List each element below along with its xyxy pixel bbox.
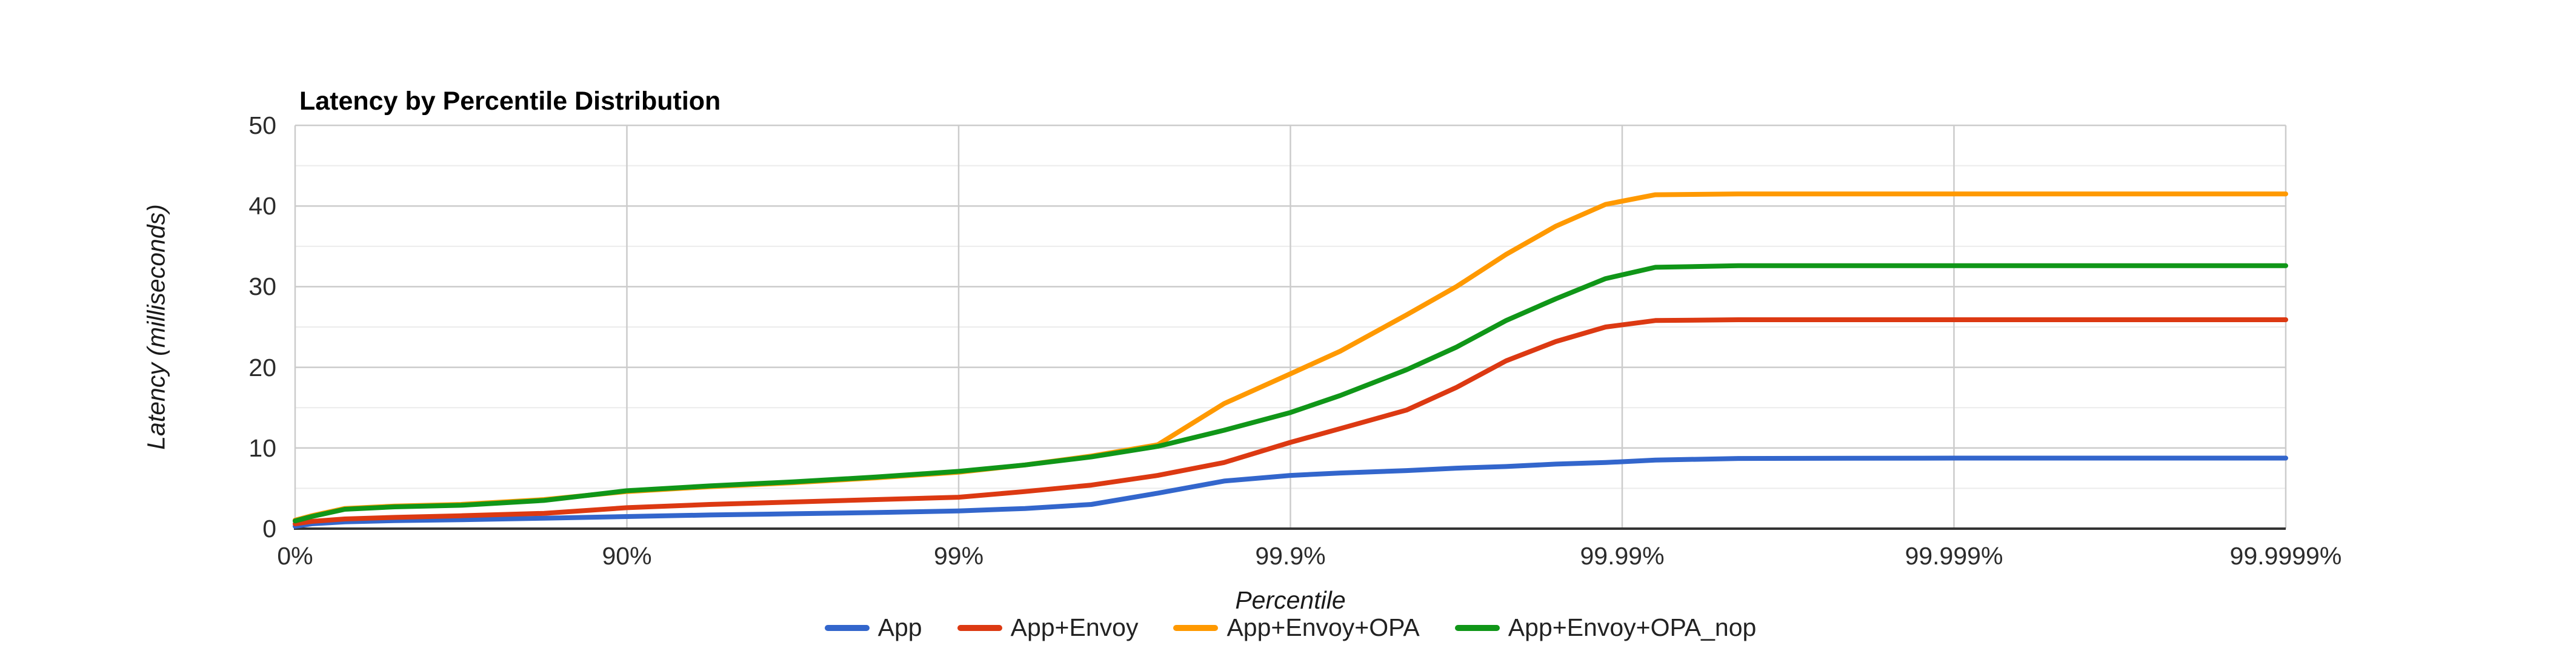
x-axis-title: Percentile: [1235, 586, 1346, 614]
legend-item-app-envoy-opa: App+Envoy+OPA: [1173, 613, 1420, 642]
chart-title: Latency by Percentile Distribution: [299, 87, 721, 116]
y-tick-label-40: 40: [248, 192, 276, 220]
legend-item-app-envoy-opa-nop: App+Envoy+OPA_nop: [1454, 613, 1757, 642]
series-line-app: [293, 455, 2288, 529]
series-line-app-envoy-opa-nop: [293, 263, 2288, 524]
x-tick-label-90: 90%: [602, 542, 652, 570]
y-tick-label-30: 30: [248, 272, 276, 301]
legend-item-app: App: [824, 613, 922, 642]
x-tick-label-0: 0%: [277, 542, 313, 570]
x-tick-label-999: 99.9%: [1255, 542, 1326, 570]
legend-label: App: [877, 613, 922, 641]
legend-label: App+Envoy+OPA: [1226, 613, 1420, 641]
legend-label: App+Envoy: [1010, 613, 1139, 641]
legend-label: App+Envoy+OPA_nop: [1508, 613, 1757, 641]
y-tick-label-0: 0: [262, 515, 276, 543]
x-tick-label-99999: 99.999%: [1905, 542, 2003, 570]
legend-line-swatch: [957, 624, 1002, 631]
series-line-app-envoy: [293, 317, 2288, 526]
y-tick-label-20: 20: [248, 353, 276, 382]
y-tick-label-10: 10: [248, 434, 276, 462]
legend-line-swatch: [1173, 624, 1219, 631]
x-tick-label-99: 99%: [933, 542, 984, 570]
x-tick-label-9999: 99.99%: [1580, 542, 1665, 570]
y-tick-label-50: 50: [248, 111, 276, 139]
legend-item-app-envoy: App+Envoy: [957, 613, 1139, 642]
legend-line-swatch: [1454, 624, 1500, 631]
x-tick-label-999999: 99.9999%: [2229, 542, 2342, 570]
legend: App App+Envoy App+Envoy+OPA App+Envoy+OPA_n…: [295, 613, 2286, 642]
legend-line-swatch: [824, 624, 870, 631]
